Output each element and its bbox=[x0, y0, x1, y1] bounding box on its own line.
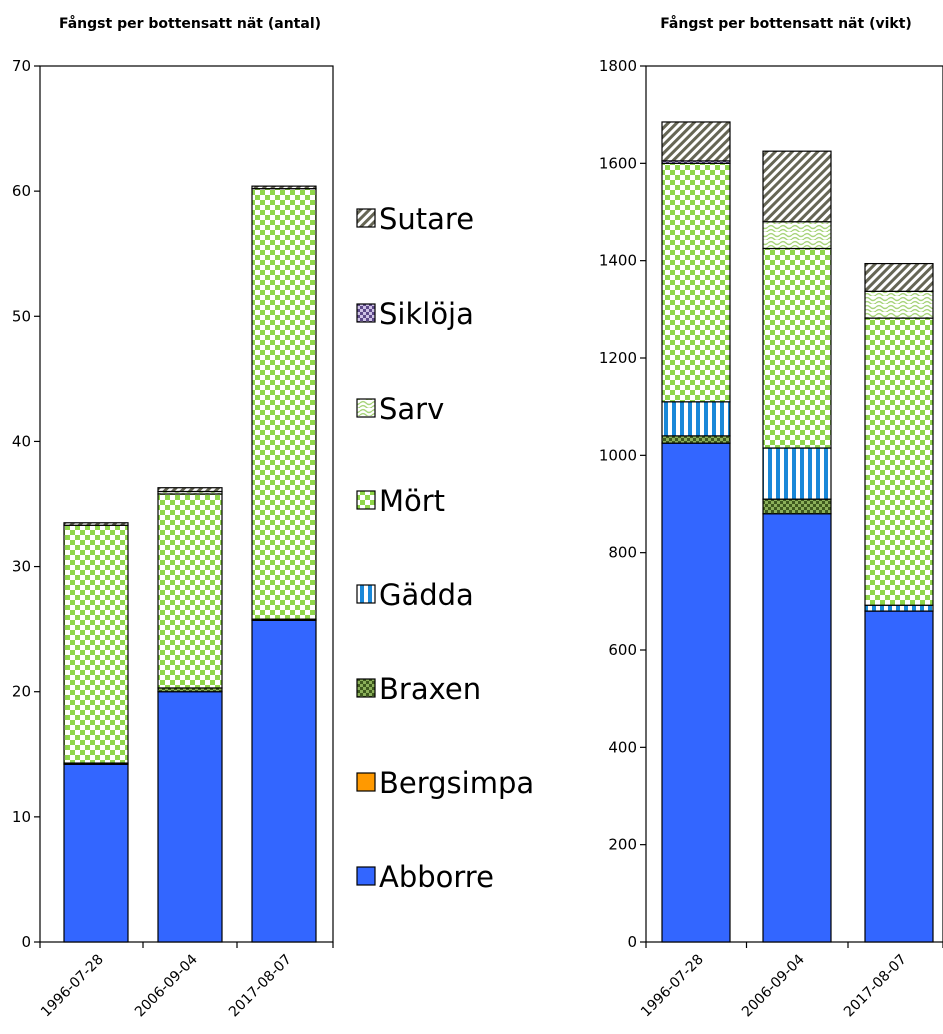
chart-right-bars bbox=[661, 121, 934, 943]
left-ytick-label: 70 bbox=[12, 57, 31, 75]
chart-left: Fångst per bottensatt nät (antal) 0 10 20 3… bbox=[12, 15, 334, 1021]
right-bar-gadda-1 bbox=[661, 401, 731, 437]
left-ytick-label: 50 bbox=[12, 307, 31, 325]
right-ytick-label: 1400 bbox=[599, 252, 637, 270]
legend-label-sutare: Sutare bbox=[379, 202, 474, 236]
right-ytick-label: 0 bbox=[627, 933, 637, 951]
right-bar-braxen-1 bbox=[661, 435, 731, 444]
left-bar-sutare-2 bbox=[157, 487, 223, 493]
legend-swatch-sarv bbox=[356, 398, 376, 418]
left-ytick-label: 20 bbox=[12, 683, 31, 701]
legend-swatch-braxen bbox=[356, 678, 376, 698]
left-bar-mort-1 bbox=[63, 524, 129, 764]
legend-swatch-abborre bbox=[356, 866, 376, 886]
right-ytick-label: 1600 bbox=[599, 154, 637, 172]
right-bar-abborre-3 bbox=[864, 610, 934, 943]
right-bar-abborre-1 bbox=[661, 442, 731, 943]
right-bar-sarv-3 bbox=[864, 290, 934, 319]
left-ytick-label: 40 bbox=[12, 432, 31, 450]
right-bar-sutare-3 bbox=[864, 262, 934, 292]
right-ytick-label: 1800 bbox=[599, 57, 637, 75]
chart-left-bars bbox=[63, 185, 317, 943]
right-bar-sutare-2 bbox=[762, 150, 832, 223]
legend-label-abborre: Abborre bbox=[379, 860, 494, 894]
legend-swatch-sikloja bbox=[356, 303, 376, 323]
left-bar-sutare-1 bbox=[63, 522, 129, 526]
chart-right: Fångst per bottensatt nät (vikt) 0 200 400… bbox=[599, 15, 943, 1020]
left-bar-abborre-2 bbox=[157, 691, 223, 943]
right-ytick-label: 200 bbox=[608, 836, 637, 854]
right-xtick-label: 1996-07-28 bbox=[638, 952, 707, 1021]
legend-label-sikloja: Siklöja bbox=[379, 297, 474, 331]
legend-label-bergsimpa: Bergsimpa bbox=[379, 766, 534, 800]
right-bar-gadda-3 bbox=[864, 604, 934, 612]
right-ytick-label: 600 bbox=[608, 641, 637, 659]
legend-swatch-mort bbox=[356, 490, 376, 510]
legend-label-sarv: Sarv bbox=[379, 392, 444, 426]
legend-swatch-gadda bbox=[356, 584, 376, 604]
right-ytick-label: 800 bbox=[608, 544, 637, 562]
right-bar-sutare-1 bbox=[661, 121, 731, 162]
right-bar-sarv-2 bbox=[762, 221, 832, 250]
legend-label-braxen: Braxen bbox=[379, 672, 481, 706]
left-ytick-label: 60 bbox=[12, 182, 31, 200]
left-bar-mort-3 bbox=[251, 188, 317, 620]
legend-swatch-sutare bbox=[356, 208, 376, 228]
right-ytick-label: 400 bbox=[608, 738, 637, 756]
legend: Sutare Siklöja Sarv Mört Gädda Braxen Bergsimp… bbox=[356, 202, 534, 894]
right-bar-mort-1 bbox=[661, 162, 731, 403]
left-ytick-label: 30 bbox=[12, 558, 31, 576]
right-bar-gadda-2 bbox=[762, 447, 832, 500]
right-ytick-label: 1000 bbox=[599, 446, 637, 464]
left-ytick-label: 0 bbox=[21, 933, 31, 951]
right-xtick-label: 2017-08-07 bbox=[841, 952, 910, 1021]
chart-left-title: Fångst per bottensatt nät (antal) bbox=[59, 15, 321, 32]
legend-label-mort: Mört bbox=[379, 484, 445, 518]
right-ytick-label: 1200 bbox=[599, 349, 637, 367]
left-bar-abborre-3 bbox=[251, 619, 317, 943]
left-bar-sutare-3 bbox=[251, 185, 317, 190]
chart-right-title: Fångst per bottensatt nät (vikt) bbox=[660, 15, 912, 32]
left-bar-mort-2 bbox=[157, 493, 223, 689]
left-xtick-label: 2017-08-07 bbox=[226, 952, 295, 1021]
left-xtick-label: 1996-07-28 bbox=[38, 952, 107, 1021]
left-ytick-label: 10 bbox=[12, 808, 31, 826]
right-bar-mort-2 bbox=[762, 247, 832, 449]
right-xtick-label: 2006-09-04 bbox=[739, 951, 808, 1020]
left-bar-abborre-1 bbox=[63, 763, 129, 943]
left-xtick-label: 2006-09-04 bbox=[132, 951, 201, 1020]
right-bar-abborre-2 bbox=[762, 513, 832, 943]
legend-label-gadda: Gädda bbox=[379, 578, 474, 612]
right-bar-braxen-2 bbox=[762, 498, 832, 515]
right-bar-mort-3 bbox=[864, 317, 934, 606]
legend-swatch-bergsimpa bbox=[356, 772, 376, 792]
